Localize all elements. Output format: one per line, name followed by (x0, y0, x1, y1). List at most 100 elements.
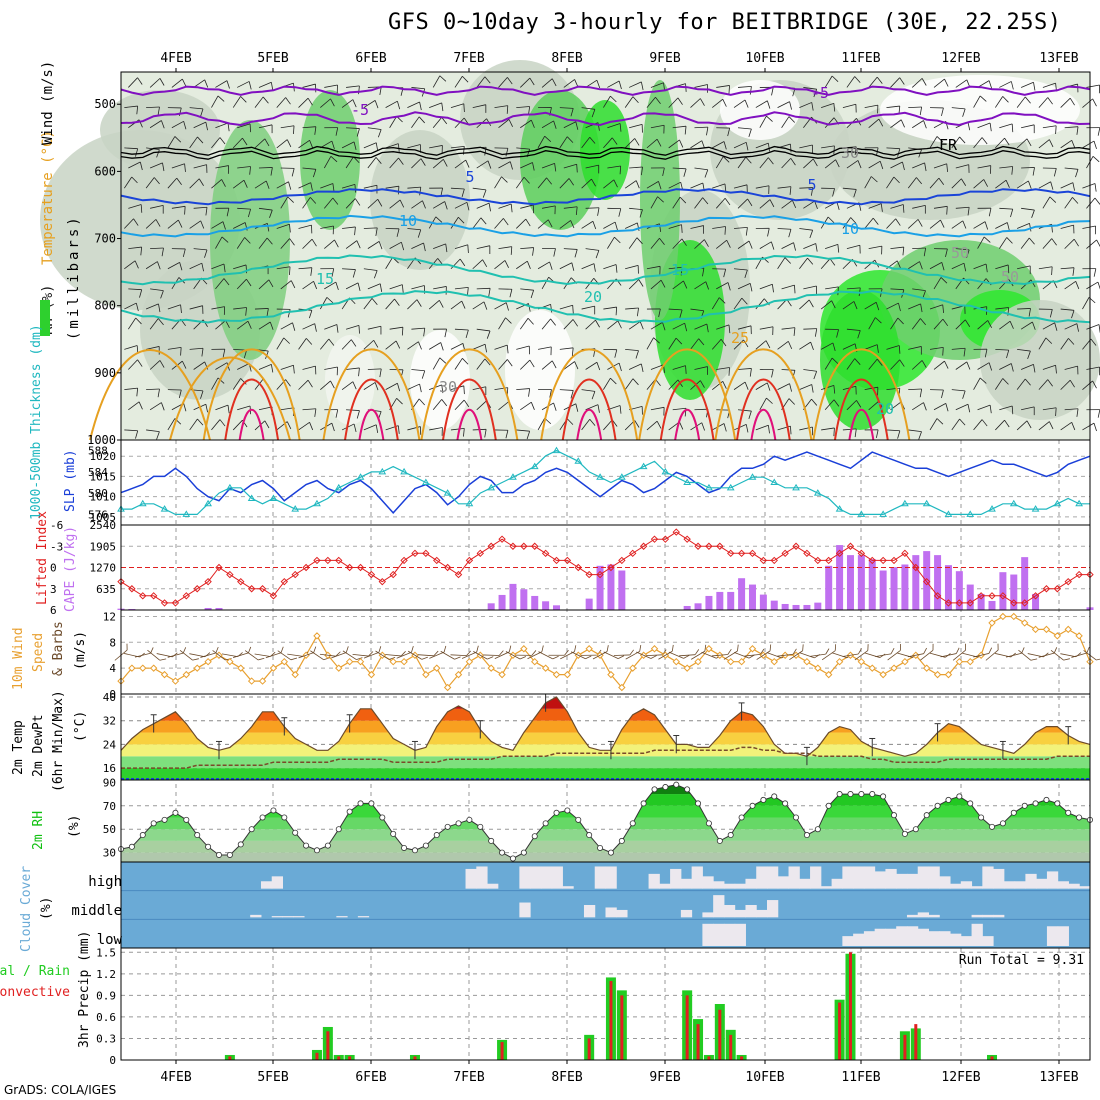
cloud-cell (939, 876, 951, 889)
wind-barb (929, 261, 945, 271)
wind-barb (320, 225, 334, 235)
contour-25-left (89, 349, 211, 441)
wind-speed-point (727, 657, 735, 666)
wind-speed-point (182, 670, 191, 679)
barb-flag (963, 348, 966, 357)
barb-shaft (1082, 98, 1093, 108)
barb-flag (416, 299, 422, 307)
barb-flag (744, 99, 749, 108)
barb-shaft (908, 303, 921, 310)
cloud-cell (993, 914, 1005, 918)
wind-barb (385, 185, 400, 195)
top-date-label: 6FEB (355, 51, 386, 66)
rh-point (390, 830, 397, 837)
contour-35-dome (674, 408, 701, 441)
wind-barb (890, 204, 905, 213)
barb-flag (1009, 321, 1014, 329)
cloud-cell (993, 868, 1005, 889)
barb-flag (335, 409, 339, 418)
wind-speed-point (356, 657, 365, 666)
barb-flag (878, 118, 884, 127)
rh-point (128, 843, 135, 850)
barb-flag (619, 123, 622, 132)
precip-convective-bar (718, 1009, 722, 1060)
rh-shade-region (100, 90, 220, 170)
wind-barb (211, 95, 225, 108)
barb-shaft (1060, 182, 1074, 189)
wind-barb (429, 102, 444, 112)
barb-flag (989, 405, 992, 414)
barb-shaft (450, 217, 459, 229)
barb-flag (944, 78, 949, 87)
barb-flag (443, 159, 448, 167)
wind-barb (346, 85, 360, 95)
barb-flag (788, 116, 796, 123)
barb-shaft (886, 302, 899, 310)
barb-shaft (432, 117, 443, 128)
wind-barb (537, 219, 553, 229)
barb-shaft (324, 127, 338, 129)
barb-flag (245, 307, 247, 316)
rh-point (662, 784, 669, 791)
wind-barb (237, 207, 251, 218)
barb-shaft (672, 407, 687, 411)
barb-flag (890, 648, 895, 655)
barb-flag (486, 330, 491, 339)
barb-flag (766, 382, 771, 391)
barb-shaft (367, 198, 379, 209)
barb-shaft (520, 204, 534, 209)
barb-shaft (759, 368, 774, 370)
wind-barb (189, 305, 204, 314)
barb-flag (396, 398, 403, 405)
barb-shaft (498, 246, 512, 250)
barb-shaft (454, 201, 468, 209)
barb-shaft (1082, 140, 1095, 149)
barb-shaft (450, 258, 461, 270)
barb-shaft (411, 285, 425, 290)
barb-flag (916, 177, 923, 185)
barb-shaft (716, 409, 730, 411)
barb-shaft (363, 184, 378, 189)
barb-shaft (298, 338, 307, 350)
barb-shaft (407, 383, 420, 390)
wind-barb (298, 224, 313, 234)
cloud-cell (928, 931, 940, 946)
lifted-index-point (356, 563, 365, 572)
barb-shaft (145, 219, 157, 229)
wind-barb (232, 179, 248, 189)
rh-point (1032, 800, 1039, 807)
wind-barb (955, 248, 970, 258)
cape-bar (977, 593, 985, 610)
wind-speed-point (824, 670, 833, 679)
barb-shaft (781, 242, 794, 249)
barb-shaft (346, 367, 360, 370)
wind-barb (432, 75, 447, 88)
barb-shaft (733, 381, 746, 390)
barb-shaft (516, 218, 527, 229)
barb-shaft (324, 239, 335, 249)
wind-barb (150, 247, 164, 257)
barb-flag (445, 243, 448, 253)
barb-shaft (341, 339, 352, 350)
barb-flag (610, 95, 617, 103)
barb-flag (397, 143, 400, 152)
wind-barb (145, 261, 161, 270)
barb-shaft (1038, 181, 1051, 189)
barb-flag (291, 168, 295, 177)
barb-flag (1005, 180, 1010, 188)
barb-flag (201, 263, 204, 272)
barb-flag (979, 377, 987, 384)
barb-flag (551, 360, 557, 369)
barb-flag (358, 367, 360, 377)
barb-flag (701, 422, 705, 431)
barb-shaft (385, 228, 400, 230)
contour-25-dome (714, 348, 813, 441)
barb-shaft (908, 388, 922, 391)
barb-shaft (302, 408, 316, 411)
wind-barb (411, 158, 426, 169)
barb-shaft (868, 160, 881, 169)
barb-flag (313, 281, 318, 290)
wind-speed-point (705, 645, 713, 653)
surface-wind-barb (907, 647, 927, 658)
cloud-cell (271, 876, 283, 889)
